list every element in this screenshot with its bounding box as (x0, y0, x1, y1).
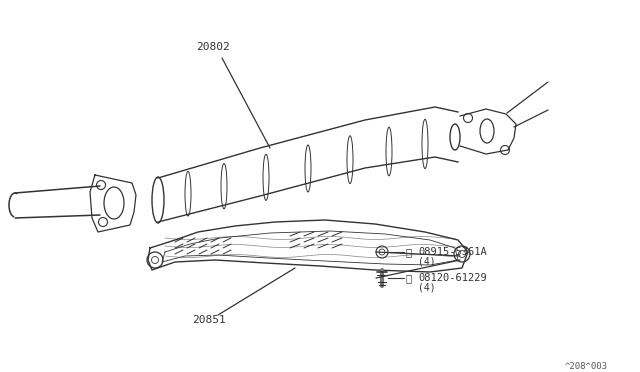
Text: 08915-5361A: 08915-5361A (418, 247, 487, 257)
Text: ^208^003: ^208^003 (565, 362, 608, 371)
Text: Ⓑ: Ⓑ (406, 273, 412, 283)
Text: (4): (4) (418, 257, 436, 267)
Text: 20802: 20802 (196, 42, 230, 52)
Text: 08120-61229: 08120-61229 (418, 273, 487, 283)
Text: 20851: 20851 (192, 315, 226, 325)
Text: Ⓦ: Ⓦ (406, 247, 412, 257)
Text: (4): (4) (418, 283, 436, 293)
